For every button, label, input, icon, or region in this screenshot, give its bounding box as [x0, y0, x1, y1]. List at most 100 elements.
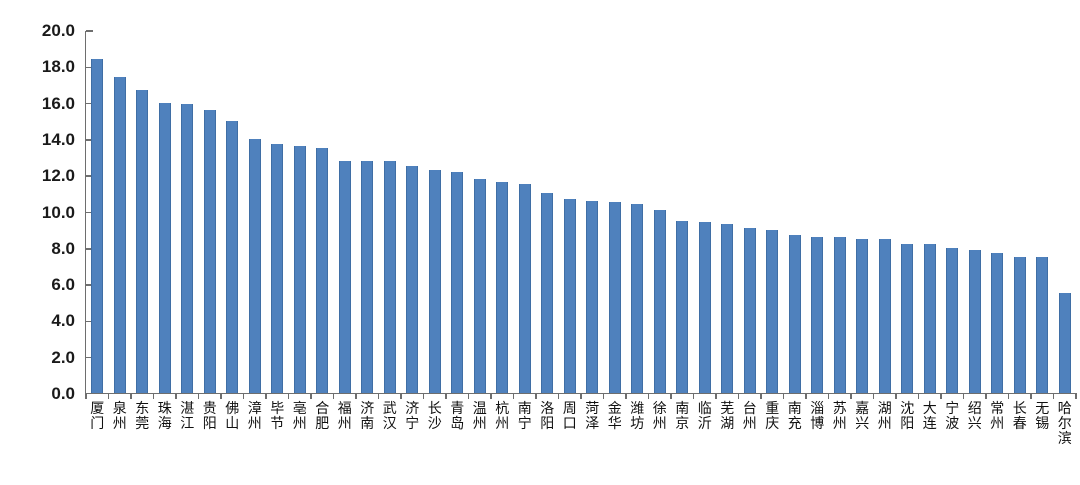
x-axis-tick-mark	[602, 393, 605, 399]
x-axis-tick-mark	[872, 393, 875, 399]
x-axis-label: 沈阳	[900, 400, 915, 431]
bar	[856, 238, 869, 393]
bar	[653, 209, 666, 393]
bar	[541, 193, 554, 393]
x-axis-tick-mark	[467, 393, 470, 399]
x-axis-label: 常州	[990, 400, 1005, 431]
x-axis-label: 济南	[360, 400, 375, 431]
x-axis-tick-mark	[715, 393, 717, 399]
y-axis-tick-label: 4.0	[51, 311, 75, 331]
x-axis-label: 宁波	[945, 400, 960, 431]
x-axis-label: 洛阳	[540, 400, 555, 431]
x-axis-label: 绍兴	[967, 400, 982, 431]
x-axis-label: 亳州	[292, 400, 307, 431]
bar	[181, 104, 194, 393]
y-axis-tick-mark	[86, 30, 93, 32]
x-axis-tick-mark	[580, 393, 582, 399]
x-axis-tick-mark	[107, 393, 110, 399]
bar	[316, 147, 329, 393]
bar	[698, 222, 711, 393]
x-axis-label: 青岛	[450, 400, 465, 431]
x-axis-tick-mark	[242, 393, 245, 399]
y-axis-tick-mark	[86, 320, 93, 323]
x-axis-label: 武汉	[382, 400, 397, 431]
bar	[946, 247, 959, 393]
x-axis-label: 重庆	[765, 400, 780, 431]
x-axis-label: 台州	[742, 400, 757, 431]
y-axis-tick-mark	[86, 211, 93, 214]
x-axis-label: 金华	[607, 400, 622, 431]
x-axis-label: 临沂	[697, 400, 712, 431]
x-axis-tick-mark	[557, 393, 560, 399]
bar	[1036, 256, 1049, 393]
x-axis-label: 厦门	[90, 400, 105, 431]
x-axis-label: 毕节	[270, 400, 285, 431]
bar	[91, 59, 104, 393]
y-axis-tick-label: 18.0	[41, 57, 75, 77]
x-axis-label: 泉州	[112, 400, 127, 431]
x-axis-tick-mark	[962, 393, 965, 399]
x-axis-label: 无锡	[1035, 400, 1050, 431]
x-axis-tick-mark	[400, 393, 402, 399]
x-axis-tick-mark	[1075, 393, 1077, 399]
bar	[811, 236, 824, 393]
x-axis-tick-mark	[805, 393, 807, 399]
y-axis-tick-label: 16.0	[41, 93, 75, 113]
bar	[473, 178, 486, 393]
bar	[361, 160, 374, 393]
x-axis-tick-mark	[827, 393, 830, 399]
bar	[991, 253, 1004, 393]
x-axis-label: 贵阳	[202, 400, 217, 431]
x-axis-tick-mark	[1052, 393, 1055, 399]
bar	[563, 198, 576, 393]
bar	[968, 249, 981, 393]
x-axis-tick-mark	[152, 393, 155, 399]
y-axis-tick-label: 10.0	[41, 202, 75, 222]
bar	[608, 202, 621, 393]
bar	[923, 244, 936, 393]
bar	[631, 204, 644, 393]
x-axis-tick-mark	[197, 393, 200, 399]
x-axis-tick-mark	[287, 393, 290, 399]
x-axis-tick-mark	[760, 393, 762, 399]
bar	[878, 238, 891, 393]
y-axis-tick-label: 14.0	[41, 129, 75, 149]
x-axis-label: 菏泽	[585, 400, 600, 431]
x-axis-label: 潍坊	[630, 400, 645, 431]
y-axis-tick-mark	[86, 139, 93, 141]
x-axis-label: 温州	[472, 400, 487, 431]
x-axis-tick-mark	[85, 393, 87, 399]
x-axis-label: 杭州	[495, 400, 510, 431]
bar	[743, 227, 756, 393]
x-axis-tick-mark	[355, 393, 357, 399]
x-axis-tick-mark	[1007, 393, 1010, 399]
bar	[293, 146, 306, 393]
x-axis-label: 长春	[1012, 400, 1027, 431]
x-axis-label: 大连	[922, 400, 937, 431]
plot-area: 20.0 18.0 16.0 14.0 12.0 10.0 8.0 6.0 4.0 2.0 0.0 厦…	[42, 21, 1077, 446]
x-axis-tick-mark	[895, 393, 897, 399]
x-axis-label: 珠海	[157, 400, 172, 431]
bar	[766, 229, 779, 393]
bar	[248, 138, 261, 393]
bar	[203, 109, 216, 393]
x-axis-label: 周口	[562, 400, 577, 431]
x-axis-label: 济宁	[405, 400, 420, 431]
x-axis-tick-mark	[445, 393, 447, 399]
y-axis-tick-mark	[86, 175, 93, 177]
bar	[383, 160, 396, 393]
x-axis-tick-mark	[220, 393, 222, 399]
x-axis-tick-mark	[310, 393, 312, 399]
bar	[496, 182, 509, 393]
x-axis-tick-mark	[332, 393, 335, 399]
x-axis-tick-mark	[265, 393, 267, 399]
y-axis-tick-label: 6.0	[51, 275, 75, 295]
x-axis-label: 南京	[675, 400, 690, 431]
bar	[788, 235, 801, 393]
x-axis-tick-mark	[850, 393, 852, 399]
x-axis-tick-mark	[422, 393, 425, 399]
y-axis-tick-label: 0.0	[51, 384, 75, 403]
bar	[338, 160, 351, 393]
bar	[676, 220, 689, 393]
